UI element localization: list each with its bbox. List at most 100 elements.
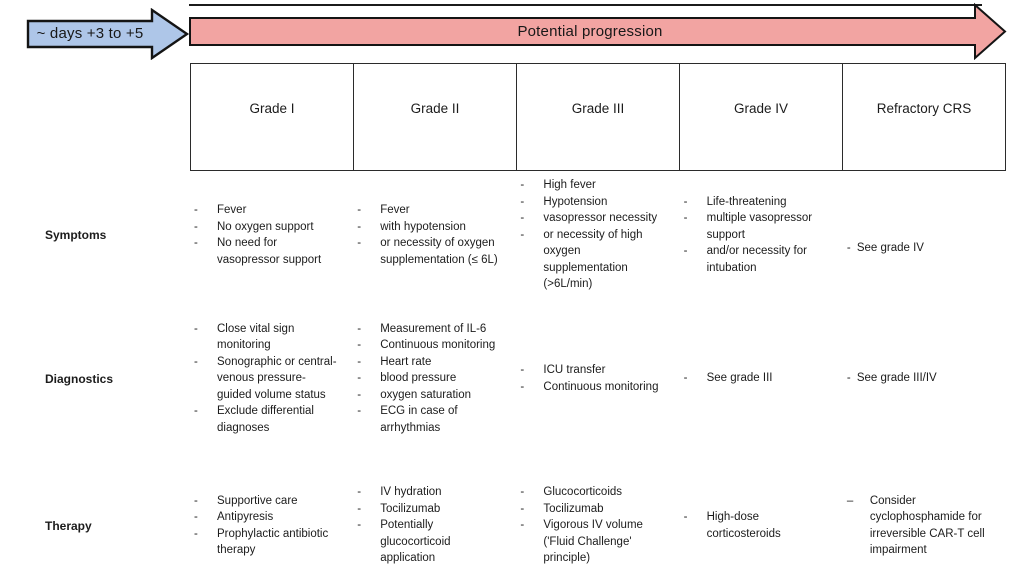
list-item: - Close vital sign monitoring: [194, 321, 339, 354]
list-item: - Exclude differential diagnoses: [194, 403, 339, 436]
diagnostics-cell-3: - ICU transfer - Continuous monitoring: [516, 297, 679, 460]
list-item: - Glucocorticoids: [520, 484, 665, 501]
bullet-dash: -: [846, 372, 851, 385]
list-item-text: oxygen saturation: [380, 388, 471, 401]
bullet-dash: -: [683, 511, 688, 523]
timeline-arrow-shape: [26, 8, 190, 60]
list-item: - See grade III/IV: [847, 370, 992, 387]
list-item-text: Close vital sign monitoring: [217, 322, 295, 352]
list-item-text: Measurement of IL-6: [380, 322, 487, 335]
list-item: - ECG in case of arrhythmias: [357, 403, 502, 436]
list-item-text: ECG in case of arrhythmias: [380, 405, 458, 434]
list-item: - No oxygen support: [194, 219, 339, 236]
list-item-text: Tocilizumab: [380, 502, 441, 515]
therapy-cells: - Supportive care - Antipyresis - Prophylacti…: [190, 472, 1006, 579]
diagnostics-cell-2: - Measurement of IL-6 - Continuous monitori…: [353, 297, 516, 460]
bullet-dash: -: [520, 228, 525, 241]
list-item-text: No oxygen support: [217, 220, 314, 233]
list-item: - See grade IV: [847, 240, 992, 257]
list-item-text: blood pressure: [380, 372, 457, 385]
timeline-arrow-label: ~ days +3 to +5: [36, 25, 144, 42]
therapy-row: Therapy - Supportive care - Antipyresis - Pro…: [0, 472, 1024, 579]
list-item-text: High fever: [543, 179, 596, 192]
bullet-dash: -: [194, 204, 198, 216]
list-item-text: Exclude differential diagnoses: [217, 405, 314, 434]
list-item-text: ICU transfer: [543, 364, 606, 376]
row-label-symptoms: Symptoms: [45, 228, 107, 242]
list-item-text: vasopressor necessity: [543, 212, 658, 225]
list-item-text: Prophylactic antibiotic therapy: [217, 527, 329, 557]
list-item: - Potentially glucocorticoid application: [357, 517, 502, 567]
list-item-text: Sonographic or central-venous pressure-g…: [217, 355, 337, 401]
diagnostics-cell-4: - See grade III: [680, 297, 843, 460]
symptoms-cell-1: - Fever - No oxygen support - No need for vas…: [190, 173, 353, 297]
header-grade-2: Grade II: [354, 64, 517, 170]
bullet-dash: -: [194, 355, 198, 368]
bullet-dash: -: [357, 372, 362, 385]
bullet-dash: -: [683, 372, 688, 385]
list-item: - Continuous monitoring: [357, 337, 502, 354]
bullet-dash: -: [194, 527, 198, 540]
list-item: - Fever: [194, 202, 339, 219]
list-item: - Hypotension: [520, 194, 665, 211]
list-item: - or necessity of high oxygen supplementa…: [520, 227, 665, 293]
list-item-text: Vigorous IV volume ('Fluid Challenge' pr…: [543, 519, 643, 565]
list-item-text: Fever: [217, 204, 247, 216]
row-label-therapy: Therapy: [45, 518, 92, 533]
therapy-cell-1: - Supportive care - Antipyresis - Prophylacti…: [190, 472, 353, 579]
list-item-text: and/or necessity for intubation: [706, 245, 807, 274]
bullet-dash: -: [194, 322, 198, 335]
list-item: - Prophylactic antibiotic therapy: [194, 526, 339, 559]
therapy-cell-5: – Consider cyclophosphamide for irreversi…: [843, 472, 1006, 579]
list-item-text: Potentially glucocorticoid application: [380, 519, 451, 565]
list-item-text: or necessity of oxygen supplementation (…: [380, 237, 498, 266]
list-item-text: See grade III: [706, 372, 773, 385]
list-item-text: See grade IV: [856, 241, 924, 254]
bullet-dash: -: [357, 388, 362, 401]
bullet-dash: -: [520, 380, 525, 393]
list-item: - or necessity of oxygen supplementation …: [357, 235, 502, 268]
list-item-text: Heart rate: [380, 355, 432, 368]
list-item: - oxygen saturation: [357, 387, 502, 404]
list-item: - See grade III: [684, 370, 829, 387]
grade-header-row: Grade I Grade II Grade III Grade IV Refr…: [190, 63, 1006, 171]
symptoms-row: Symptoms - Fever - No oxygen support - No nee…: [0, 173, 1024, 297]
bullet-dash: -: [357, 486, 362, 499]
symptoms-cell-5: - See grade IV: [843, 173, 1006, 297]
list-item-text: IV hydration: [380, 486, 442, 499]
list-item: - Tocilizumab: [357, 501, 502, 518]
bullet-dash: -: [357, 220, 362, 233]
list-item: - Heart rate: [357, 354, 502, 371]
bullet-dash: -: [194, 237, 198, 249]
bullet-dash: -: [683, 212, 688, 225]
list-item: - Fever: [357, 202, 502, 219]
bullet-dash: -: [357, 237, 362, 249]
diagnostics-cell-1: - Close vital sign monitoring - Sonographic…: [190, 297, 353, 460]
timeline-axis-line: [189, 4, 982, 6]
progression-arrow: [189, 2, 1007, 60]
bullet-dash: -: [683, 245, 688, 258]
header-grade-1: Grade I: [191, 64, 354, 170]
list-item: - blood pressure: [357, 370, 502, 387]
progression-arrow-label: Potential progression: [517, 22, 663, 40]
list-item-text: Supportive care: [217, 494, 298, 507]
list-item: - Tocilizumab: [520, 501, 665, 518]
list-item: - Vigorous IV volume ('Fluid Challenge' p…: [520, 517, 665, 567]
list-item: - Continuous monitoring: [520, 379, 665, 396]
list-item-text: Antipyresis: [217, 511, 274, 523]
symptoms-cell-2: - Fever - with hypotension - or necessity of …: [353, 173, 516, 297]
bullet-dash: -: [520, 195, 525, 208]
list-item: - Measurement of IL-6: [357, 321, 502, 338]
bullet-dash: -: [520, 179, 525, 192]
list-item: - ICU transfer: [520, 362, 665, 379]
progression-arrow-shape: [189, 2, 1007, 60]
therapy-cell-4: - High-dose corticosteroids: [680, 472, 843, 579]
therapy-cell-3: - Glucocorticoids - Tocilizumab - Vigorous IV…: [516, 472, 679, 579]
bullet-dash: -: [520, 212, 525, 225]
list-item: - IV hydration: [357, 484, 502, 501]
list-item: - vasopressor necessity: [520, 210, 665, 227]
list-item-text: Life-threatening: [706, 195, 787, 208]
list-item: - Supportive care: [194, 493, 339, 510]
list-item: - High fever: [520, 177, 665, 194]
header-grade-4: Grade IV: [680, 64, 843, 170]
